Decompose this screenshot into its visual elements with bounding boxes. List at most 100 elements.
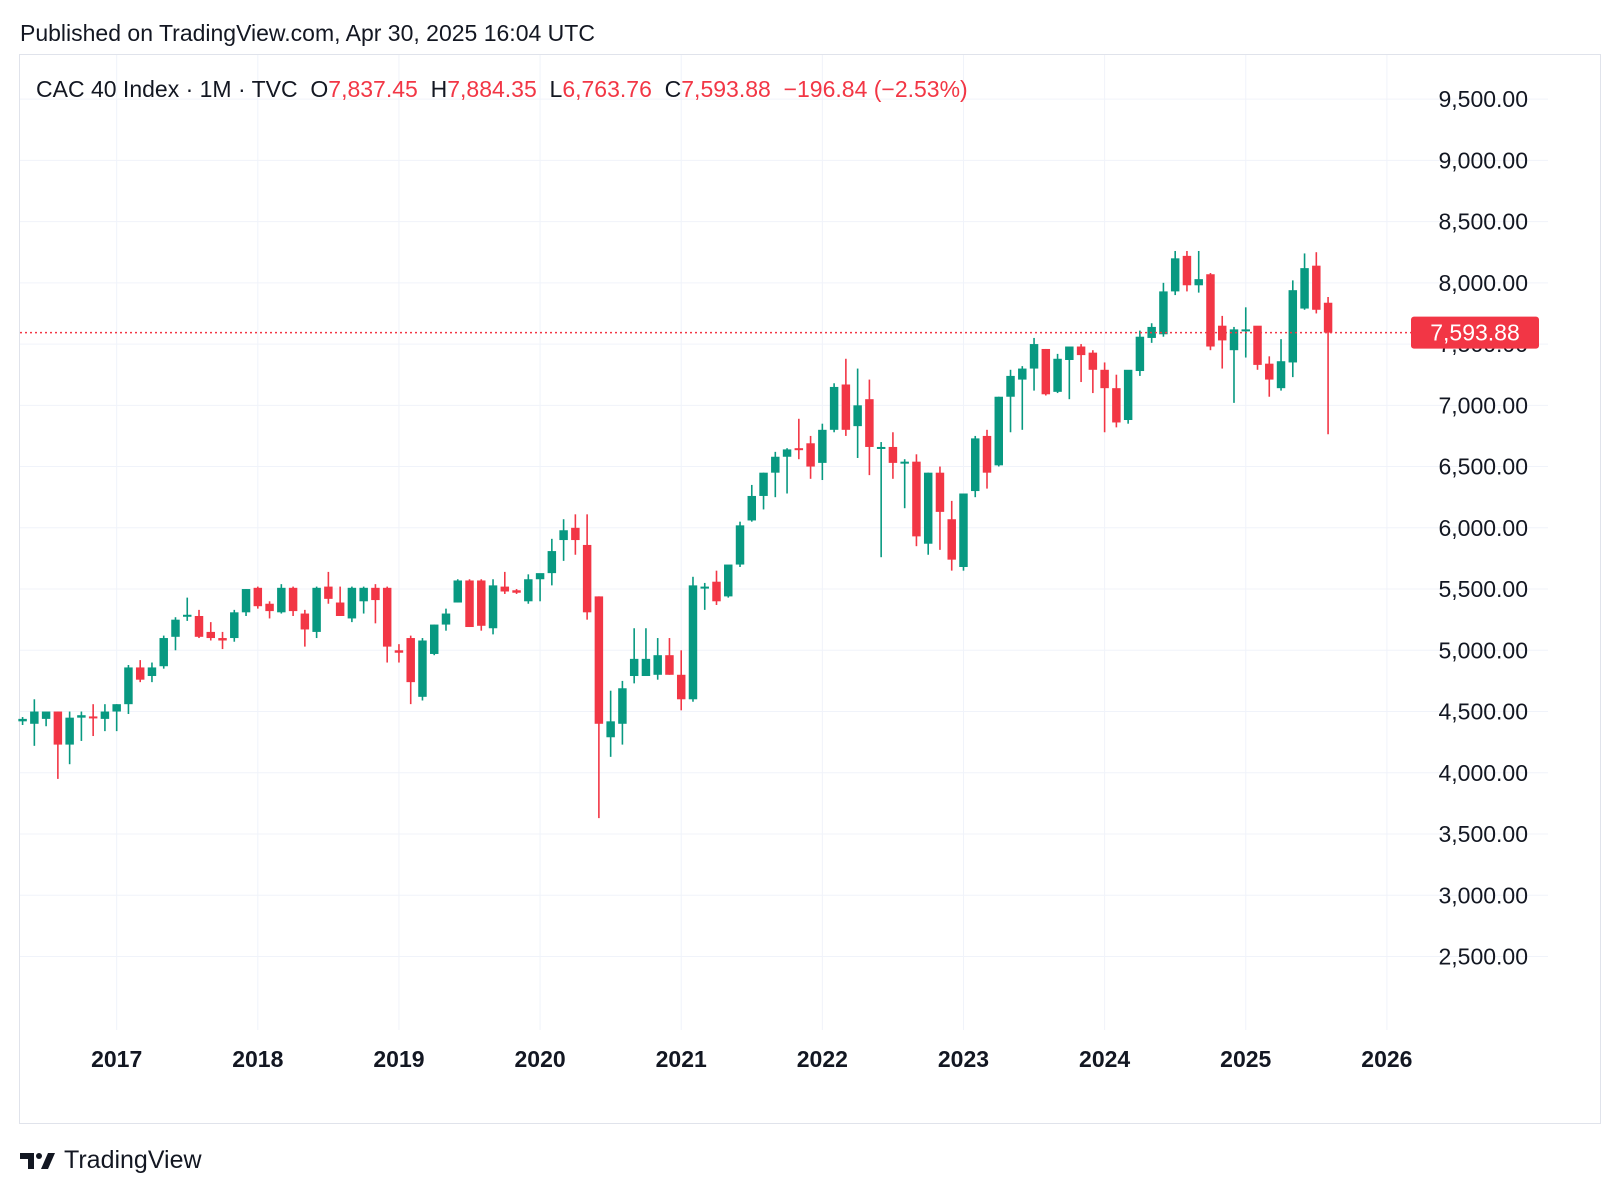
candle[interactable] xyxy=(959,493,968,571)
candle[interactable] xyxy=(371,584,380,624)
candle[interactable] xyxy=(900,459,909,509)
candle[interactable] xyxy=(559,519,568,561)
candle[interactable] xyxy=(935,466,945,550)
candle[interactable] xyxy=(829,383,839,433)
candle[interactable] xyxy=(1088,350,1098,394)
candle[interactable] xyxy=(1065,346,1074,400)
candle[interactable] xyxy=(865,379,874,476)
candle[interactable] xyxy=(1217,315,1227,369)
candle[interactable] xyxy=(265,601,274,619)
candle[interactable] xyxy=(171,617,180,651)
candle[interactable] xyxy=(759,472,768,510)
candle[interactable] xyxy=(159,635,168,669)
candle[interactable] xyxy=(641,628,651,677)
candle[interactable] xyxy=(771,451,780,498)
candle[interactable] xyxy=(724,564,733,598)
candle[interactable] xyxy=(606,690,615,757)
candle[interactable] xyxy=(1018,366,1027,430)
candle[interactable] xyxy=(1135,330,1145,376)
candle[interactable] xyxy=(665,638,674,675)
candle[interactable] xyxy=(124,664,133,714)
candle[interactable] xyxy=(477,579,486,631)
candle[interactable] xyxy=(253,586,263,609)
candle[interactable] xyxy=(241,589,251,616)
candle[interactable] xyxy=(135,660,145,683)
candle[interactable] xyxy=(183,597,192,621)
candle[interactable] xyxy=(971,435,980,498)
candle[interactable] xyxy=(1041,348,1051,396)
candle[interactable] xyxy=(629,628,639,684)
candle[interactable] xyxy=(230,609,239,642)
candle[interactable] xyxy=(653,638,662,680)
candle[interactable] xyxy=(547,538,557,586)
candle[interactable] xyxy=(688,576,698,702)
candle[interactable] xyxy=(571,514,580,555)
candle[interactable] xyxy=(465,579,474,628)
candle[interactable] xyxy=(512,589,521,594)
candle[interactable] xyxy=(194,609,204,639)
candle[interactable] xyxy=(912,454,921,547)
candle[interactable] xyxy=(594,596,604,819)
candle[interactable] xyxy=(782,448,792,494)
candle[interactable] xyxy=(324,571,333,604)
candle[interactable] xyxy=(676,650,686,711)
candle[interactable] xyxy=(876,442,886,558)
candle[interactable] xyxy=(747,484,757,522)
candle[interactable] xyxy=(1312,252,1321,314)
candle[interactable] xyxy=(147,662,157,683)
candle[interactable] xyxy=(1276,339,1286,391)
candle[interactable] xyxy=(1100,362,1109,433)
candle[interactable] xyxy=(1300,253,1309,310)
candle[interactable] xyxy=(77,711,86,741)
candle[interactable] xyxy=(382,586,392,663)
candle[interactable] xyxy=(923,472,933,555)
candle[interactable] xyxy=(1206,273,1215,351)
candle[interactable] xyxy=(794,418,804,460)
candle[interactable] xyxy=(1053,353,1062,394)
candle[interactable] xyxy=(994,396,1004,467)
candle[interactable] xyxy=(1253,325,1262,370)
candle[interactable] xyxy=(1112,374,1121,428)
candle[interactable] xyxy=(65,711,74,765)
candle[interactable] xyxy=(500,571,510,594)
candle[interactable] xyxy=(453,579,462,603)
candle[interactable] xyxy=(394,644,404,663)
candle[interactable] xyxy=(1123,369,1133,424)
candle[interactable] xyxy=(18,717,27,726)
candle[interactable] xyxy=(888,432,898,479)
candle[interactable] xyxy=(277,584,286,614)
candle[interactable] xyxy=(30,699,39,746)
candle[interactable] xyxy=(1265,356,1274,397)
candle[interactable] xyxy=(1288,280,1298,378)
candle[interactable] xyxy=(947,500,956,571)
candle[interactable] xyxy=(1159,282,1168,337)
candle[interactable] xyxy=(982,429,992,489)
candle[interactable] xyxy=(535,573,545,602)
candle[interactable] xyxy=(1182,250,1192,292)
candle[interactable] xyxy=(1229,326,1239,403)
candle[interactable] xyxy=(288,586,298,616)
candle[interactable] xyxy=(312,586,321,639)
candle[interactable] xyxy=(441,608,451,631)
candle[interactable] xyxy=(429,624,439,656)
candle[interactable] xyxy=(218,631,227,650)
candle[interactable] xyxy=(806,435,815,479)
candle[interactable] xyxy=(1323,296,1333,435)
candle[interactable] xyxy=(347,586,357,623)
candle[interactable] xyxy=(1076,344,1086,383)
candle[interactable] xyxy=(488,579,498,635)
candle[interactable] xyxy=(712,570,721,605)
candle[interactable] xyxy=(41,711,51,727)
candle[interactable] xyxy=(735,521,745,567)
candle[interactable] xyxy=(335,586,345,616)
candle[interactable] xyxy=(300,609,310,647)
candle[interactable] xyxy=(841,358,851,436)
candle[interactable] xyxy=(1006,369,1015,433)
candle[interactable] xyxy=(406,635,415,705)
candle[interactable] xyxy=(818,423,827,481)
candle[interactable] xyxy=(1194,250,1203,293)
candle[interactable] xyxy=(359,586,368,614)
candle[interactable] xyxy=(1170,250,1180,296)
candle[interactable] xyxy=(112,704,121,732)
